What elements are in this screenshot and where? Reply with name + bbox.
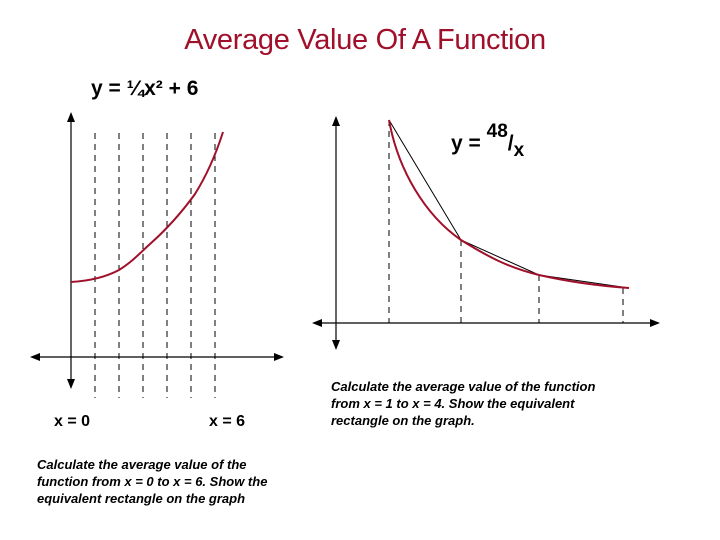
right-equation-denominator: x [513,140,525,161]
right-instruction-line: Calculate the average value of the funct… [331,379,596,394]
slide-title: Average Value Of A Function [184,24,546,56]
right-curve [388,119,630,289]
right-y-axis-arrow-up [332,116,340,126]
right-instruction: Calculate the average value of the funct… [331,378,595,429]
left-instruction-line: equivalent rectangle on the graph [37,491,246,506]
right-equation-slash: / [507,132,514,155]
left-graph [30,112,284,398]
left-y-axis-arrow-down [67,379,75,389]
right-y-axis-arrow-down [332,340,340,350]
right-chord-lines [388,119,630,289]
left-equation: y = ¼x² + 6 [91,77,199,100]
left-instruction: Calculate the average value of the funct… [37,456,267,507]
right-equation-prefix: y = [451,132,487,155]
right-instruction-line: rectangle on the graph. [331,413,475,428]
right-x-axis-arrow-left [312,319,322,327]
left-x-start-label: x = 0 [54,413,91,430]
left-instruction-line: Calculate the average value of the [37,457,247,472]
left-x-end-label: x = 6 [209,413,246,430]
left-y-axis-arrow-up [67,112,75,122]
right-equation: y = 48/x [451,121,524,161]
right-equation-numerator: 48 [486,121,508,142]
left-instruction-line: function from x = 0 to x = 6. Show the [37,474,268,489]
right-graph [312,116,660,350]
right-x-axis-arrow-right [650,319,660,327]
right-dashed-lines [388,120,624,323]
left-x-axis-arrow-left [30,353,40,361]
right-instruction-line: from x = 1 to x = 4. Show the equivalent [331,396,575,411]
left-x-axis-arrow-right [274,353,284,361]
left-dashed-lines [94,133,216,398]
left-curve [70,131,224,283]
